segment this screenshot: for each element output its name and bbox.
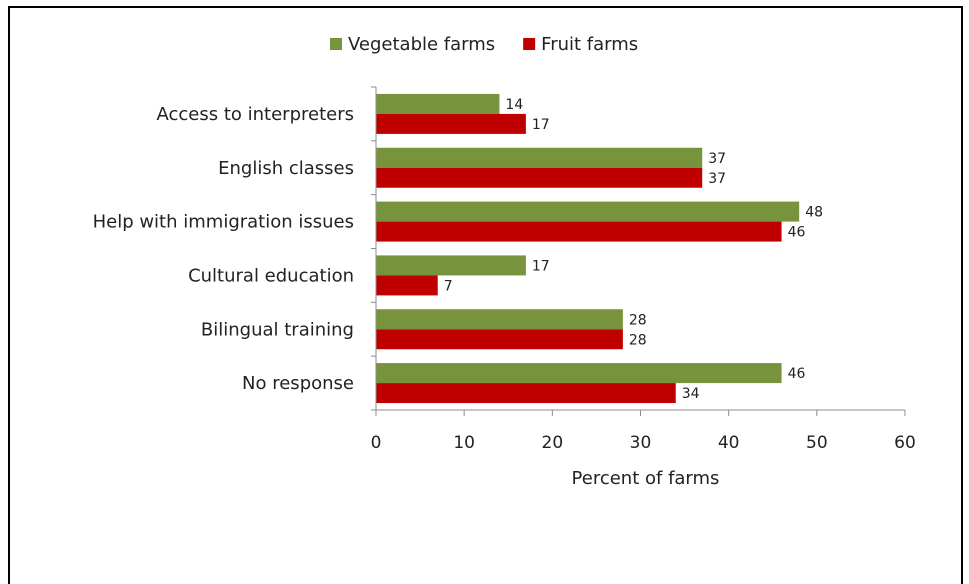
- x-tick-label-5: 50: [806, 433, 828, 453]
- bar-vegetable-4: [376, 309, 623, 330]
- category-label-3: Cultural education: [188, 265, 354, 286]
- category-label-5: No response: [242, 373, 354, 394]
- category-label-1: English classes: [218, 158, 354, 179]
- data-label-fruit-2: 46: [788, 225, 806, 241]
- data-label-fruit-4: 28: [629, 332, 647, 348]
- category-label-0: Access to interpreters: [157, 104, 355, 125]
- data-label-fruit-0: 17: [532, 117, 550, 133]
- bar-fruit-3: [376, 275, 438, 296]
- bar-vegetable-2: [376, 201, 800, 222]
- category-label-4: Bilingual training: [201, 319, 354, 340]
- data-label-fruit-1: 37: [708, 171, 726, 187]
- bar-vegetable-0: [376, 93, 500, 114]
- legend-swatch-fruit: [523, 38, 536, 50]
- bar-fruit-0: [376, 113, 526, 134]
- data-label-vegetable-3: 17: [532, 258, 550, 274]
- bar-vegetable-1: [376, 147, 703, 168]
- bar-vegetable-3: [376, 255, 526, 276]
- legend-label-vegetable: Vegetable farms: [348, 34, 495, 55]
- x-tick-label-1: 10: [453, 433, 475, 453]
- bar-fruit-1: [376, 167, 703, 188]
- bar-fruit-5: [376, 383, 676, 404]
- x-axis-title: Percent of farms: [572, 468, 720, 489]
- legend-label-fruit: Fruit farms: [541, 34, 638, 55]
- legend-swatch-vegetable: [330, 38, 342, 50]
- category-label-2: Help with immigration issues: [93, 212, 354, 233]
- data-label-vegetable-1: 37: [708, 151, 726, 167]
- data-label-vegetable-4: 28: [629, 312, 647, 328]
- x-tick-label-4: 40: [718, 433, 740, 453]
- bar-vegetable-5: [376, 363, 782, 384]
- data-label-vegetable-5: 46: [788, 366, 806, 382]
- x-tick-label-3: 30: [630, 433, 652, 453]
- x-tick-label-0: 0: [371, 433, 382, 453]
- data-label-fruit-5: 34: [682, 386, 700, 402]
- data-label-vegetable-2: 48: [805, 205, 823, 221]
- x-tick-label-2: 20: [542, 433, 564, 453]
- data-label-vegetable-0: 14: [505, 97, 523, 113]
- bar-fruit-4: [376, 329, 623, 350]
- data-label-fruit-3: 7: [444, 278, 453, 294]
- x-tick-label-6: 60: [894, 433, 916, 453]
- bar-fruit-2: [376, 221, 782, 242]
